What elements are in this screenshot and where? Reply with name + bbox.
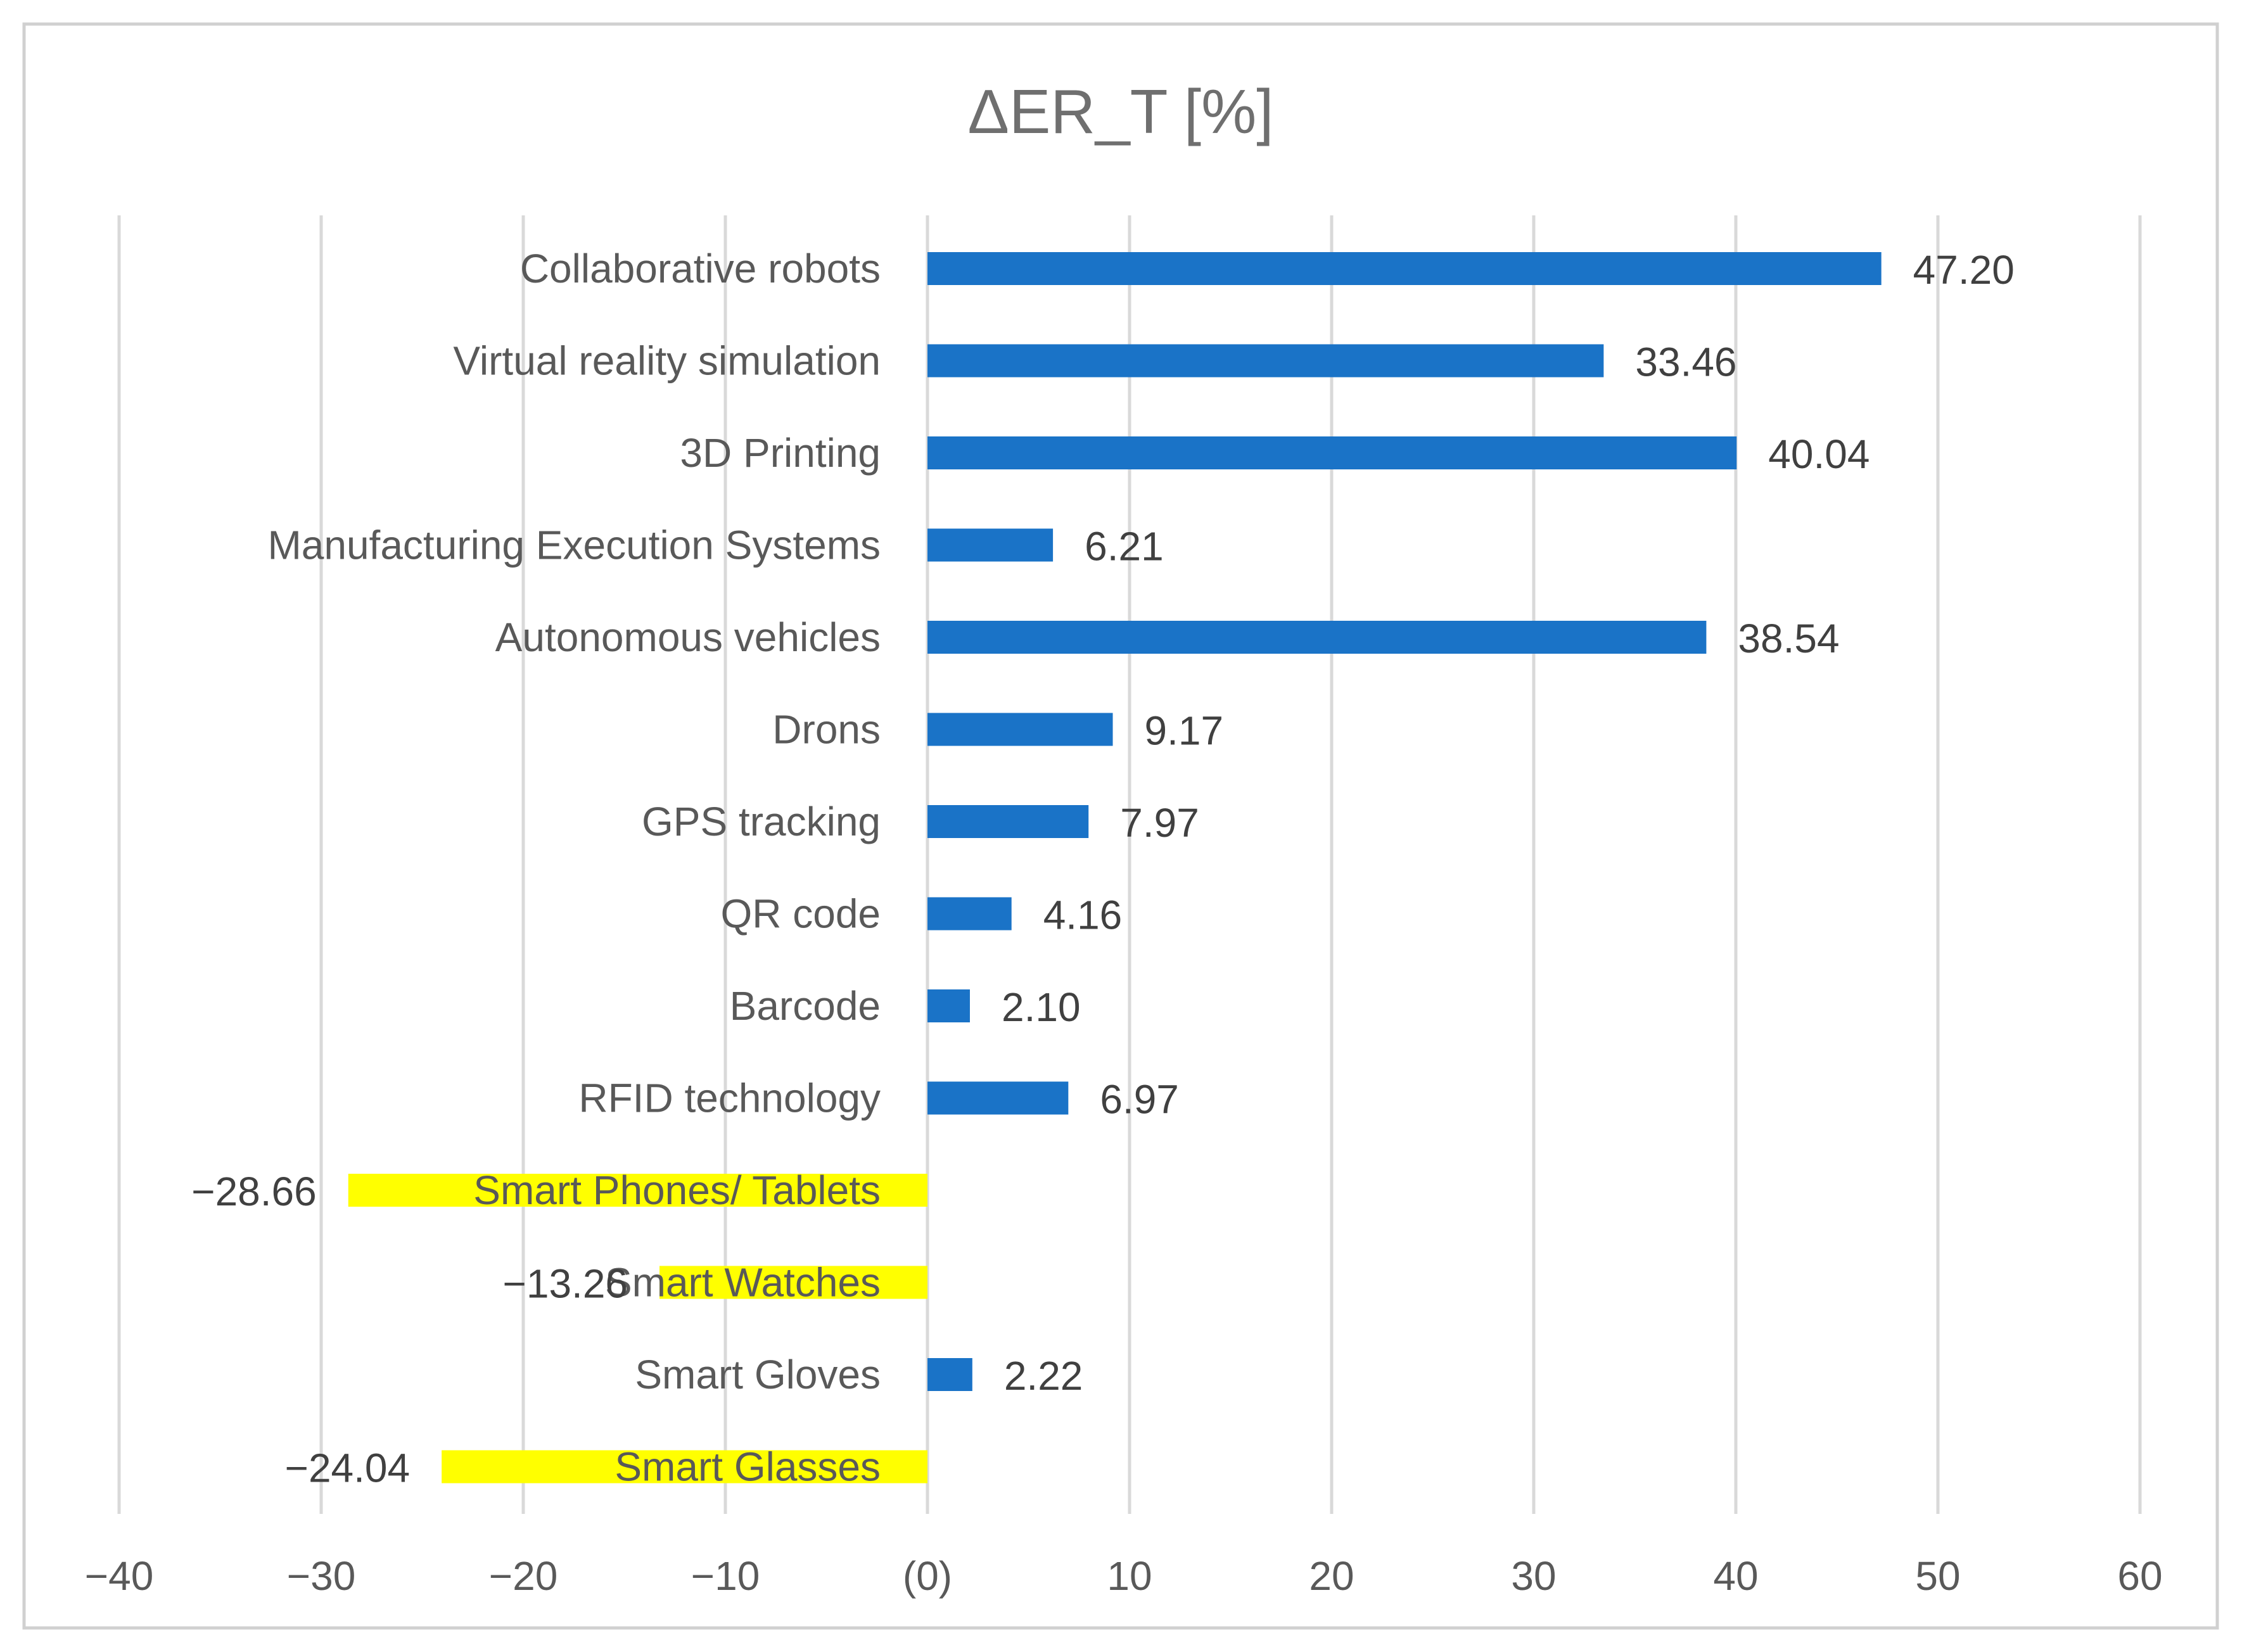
x-tick-label: (0)	[903, 1553, 952, 1599]
category-labels: Collaborative robots Virtual reality simu…	[267, 246, 881, 1490]
bar	[348, 1174, 927, 1207]
bars	[348, 252, 1882, 1484]
bar	[659, 1266, 927, 1299]
category-label: Virtual reality simulation	[453, 338, 881, 384]
data-label: 2.22	[1004, 1353, 1083, 1399]
x-tick-label: 10	[1107, 1553, 1152, 1599]
bar	[927, 436, 1737, 469]
data-label: 7.97	[1120, 800, 1199, 846]
category-label: Smart Gloves	[635, 1352, 881, 1397]
bar	[927, 989, 970, 1022]
x-tick-label: 20	[1309, 1553, 1354, 1599]
category-label: Autonomous vehicles	[495, 614, 881, 660]
chart-frame	[22, 22, 2219, 1630]
data-label: 9.17	[1145, 708, 1224, 754]
x-tick-label: −30	[287, 1553, 356, 1599]
chart-title: ΔER_T [%]	[967, 77, 1273, 146]
x-tick-label: −20	[489, 1553, 558, 1599]
category-label: GPS tracking	[642, 799, 881, 844]
data-label: −24.04	[285, 1446, 411, 1491]
bar	[927, 805, 1089, 838]
data-label: −13.26	[502, 1261, 628, 1307]
data-label: 33.46	[1635, 340, 1736, 385]
data-label: −28.66	[191, 1169, 317, 1214]
category-label: QR code	[720, 891, 881, 937]
category-label: Barcode	[730, 983, 881, 1029]
bar	[927, 252, 1882, 285]
category-label: Drons	[772, 707, 881, 753]
x-tick-label: −10	[691, 1553, 760, 1599]
category-label: 3D Printing	[680, 430, 881, 476]
category-label: RFID technology	[578, 1076, 881, 1121]
data-label: 47.20	[1913, 247, 2015, 293]
data-labels: 47.20 33.46 40.04 6.21 38.54 9.17 7.97 4.16 2.10…	[191, 247, 2015, 1491]
data-label: 38.54	[1738, 616, 1839, 661]
data-label: 2.10	[1002, 984, 1081, 1030]
category-label: Smart Watches	[605, 1260, 881, 1306]
gridlines	[117, 215, 2142, 1514]
x-tick-label: 50	[1915, 1553, 1960, 1599]
category-label: Collaborative robots	[520, 246, 881, 291]
bar	[927, 1081, 1069, 1115]
data-label: 6.97	[1100, 1077, 1179, 1122]
x-axis-ticks: −40 −30 −20 −10 (0) 10 20 30 40 50 60	[85, 1553, 2163, 1599]
category-label: Smart Phones/ Tablets	[473, 1167, 881, 1213]
bar	[927, 621, 1707, 654]
x-tick-label: 60	[2117, 1553, 2162, 1599]
bar	[927, 344, 1604, 378]
data-label: 4.16	[1043, 893, 1123, 938]
bar	[442, 1450, 927, 1484]
bar	[927, 713, 1113, 746]
data-label: 6.21	[1085, 524, 1164, 569]
bar	[927, 528, 1054, 562]
bar	[927, 1358, 972, 1391]
data-label: 40.04	[1768, 431, 1869, 477]
category-label: Smart Glasses	[615, 1444, 881, 1490]
category-label: Manufacturing Execution Systems	[267, 523, 881, 568]
x-tick-label: 30	[1511, 1553, 1556, 1599]
x-tick-label: −40	[85, 1553, 154, 1599]
x-tick-label: 40	[1713, 1553, 1758, 1599]
bar	[927, 897, 1012, 931]
